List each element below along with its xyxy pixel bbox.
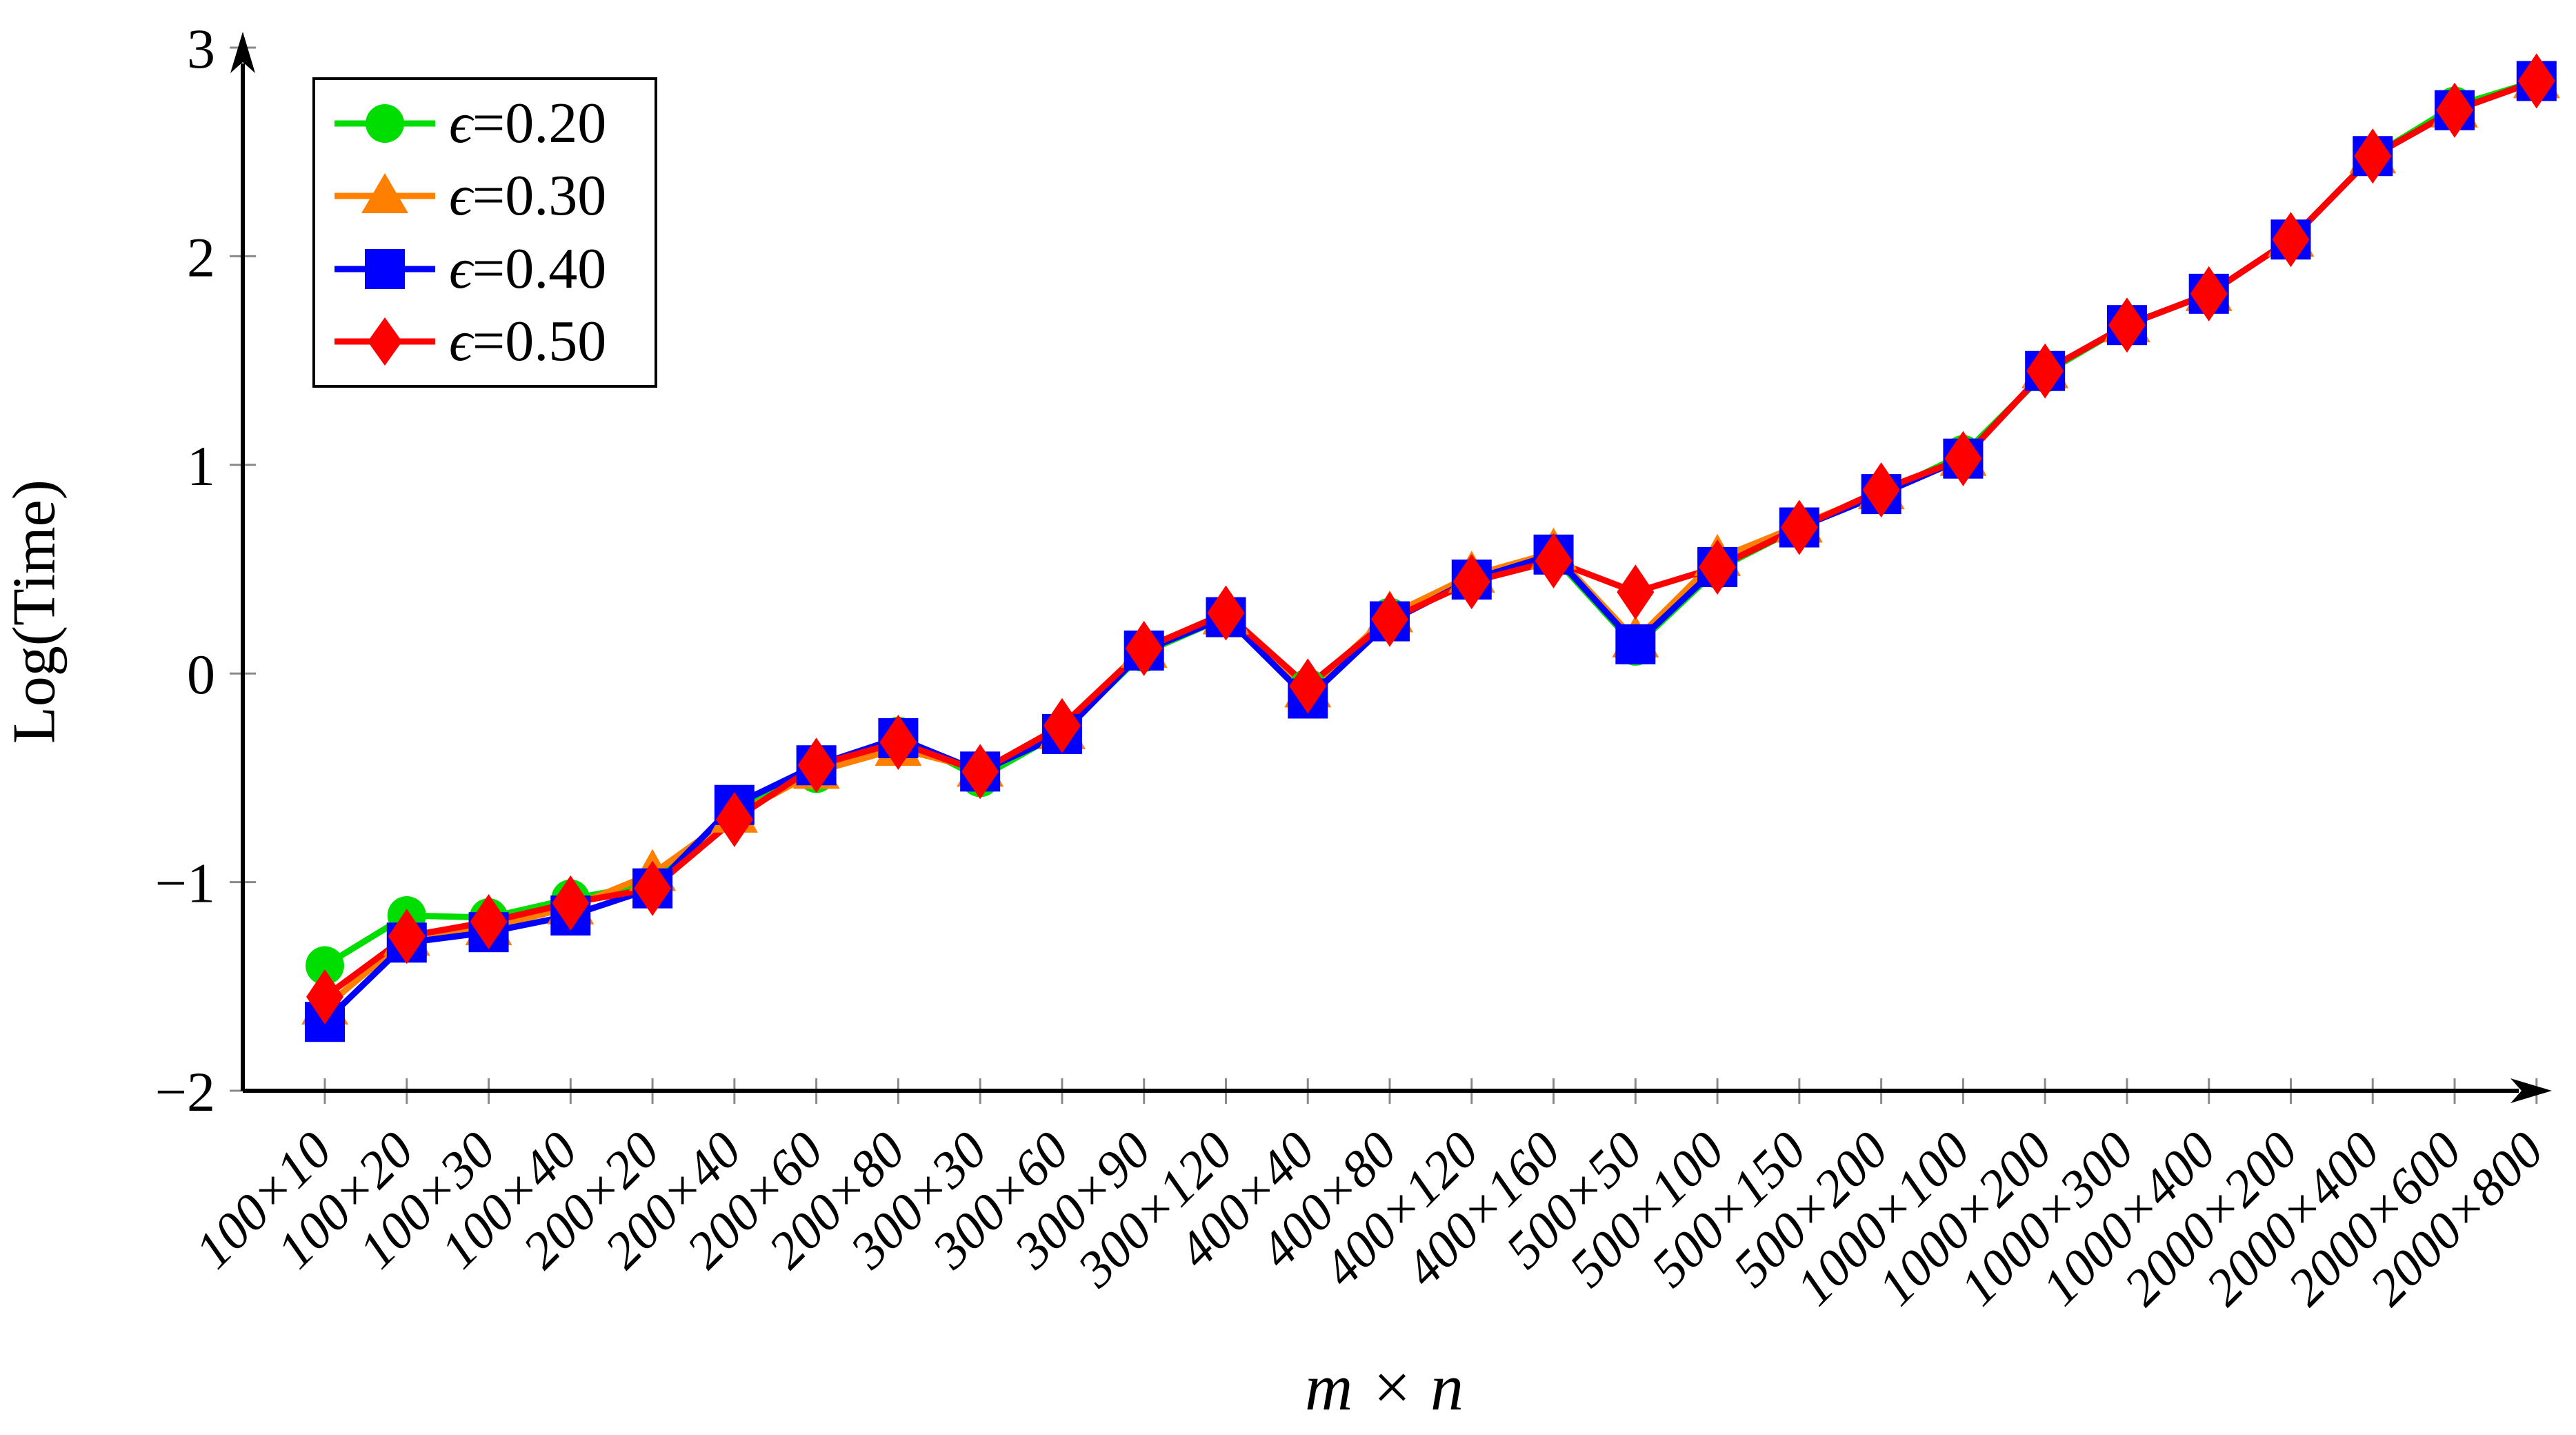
series-epsilon-0.50-marker-diamond [2436, 82, 2474, 138]
x-axis-title: m × n [1304, 1350, 1464, 1424]
legend-label: ϵ=0.30 [449, 164, 607, 228]
series-epsilon-0.50-marker-diamond [2108, 297, 2146, 353]
series-epsilon-0.50-marker-diamond [2517, 53, 2555, 109]
legend-label: ϵ=0.40 [449, 236, 607, 301]
series-epsilon-0.50-marker-diamond [1699, 539, 1737, 595]
legend-entry-epsilon-0.50: ϵ=0.50 [333, 308, 655, 375]
legend-label: ϵ=0.50 [449, 308, 607, 373]
legend-entry-epsilon-0.40: ϵ=0.40 [333, 236, 655, 302]
x-axis-arrow-icon [2510, 1078, 2552, 1103]
legend-entry-epsilon-0.20: ϵ=0.20 [333, 90, 655, 157]
legend-sample-square [335, 248, 435, 289]
legend-marker-triangle-icon [333, 172, 437, 220]
legend-sample-circle [335, 104, 435, 144]
series-epsilon-0.40-marker-square [1615, 624, 1656, 664]
series-epsilon-0.50-marker-diamond [715, 791, 753, 847]
series-epsilon-0.50-marker-diamond [1207, 585, 1245, 641]
y-tick-label: 3 [187, 17, 215, 80]
series-epsilon-0.50-marker-diamond [388, 909, 426, 964]
series-epsilon-0.50-marker-diamond [1043, 697, 1081, 753]
legend-marker-circle-icon [333, 99, 437, 148]
y-tick-label: 2 [187, 226, 215, 288]
y-tick-label: 0 [187, 643, 215, 706]
y-tick-label: −1 [155, 852, 215, 915]
series-epsilon-0.50-marker-diamond [1289, 658, 1327, 714]
series-epsilon-0.50-marker-diamond [1944, 430, 1982, 486]
series-epsilon-0.50-marker-diamond [797, 738, 835, 793]
series-epsilon-0.50-marker-diamond [2272, 212, 2310, 268]
series-epsilon-0.50-marker-diamond [1617, 564, 1655, 620]
series-epsilon-0.50-marker-diamond [1371, 591, 1409, 647]
legend-marker-square-icon [333, 245, 437, 293]
series-epsilon-0.50-marker-diamond [1535, 533, 1572, 588]
series-epsilon-0.50-marker-diamond [634, 860, 672, 916]
legend: ϵ=0.20 ϵ=0.30 ϵ=0.40 ϵ=0.50 [312, 77, 657, 388]
series-epsilon-0.50-marker-diamond [2354, 128, 2392, 184]
series-epsilon-0.50-marker-diamond [552, 875, 590, 931]
series-epsilon-0.50-marker-diamond [306, 969, 343, 1025]
series-epsilon-0.50-marker-diamond [961, 744, 999, 800]
series-epsilon-0.20-marker-circle [306, 946, 344, 985]
series-epsilon-0.50-marker-diamond [2190, 266, 2228, 321]
legend-sample-triangle [335, 173, 435, 214]
legend-label: ϵ=0.20 [449, 91, 607, 156]
series-epsilon-0.50-marker-diamond [1862, 462, 1900, 518]
legend-entry-epsilon-0.30: ϵ=0.30 [333, 163, 655, 229]
series-epsilon-0.50-marker-diamond [470, 894, 508, 950]
series-epsilon-0.50-marker-diamond [1452, 554, 1490, 610]
legend-sample-diamond [335, 317, 435, 366]
legend-marker-diamond-icon [333, 317, 437, 366]
series-epsilon-0.50-marker-diamond [1125, 620, 1163, 676]
series-epsilon-0.50-marker-diamond [1780, 499, 1818, 555]
series-epsilon-0.50-marker-diamond [2026, 343, 2064, 399]
series-epsilon-0.50-marker-diamond [879, 714, 917, 770]
y-tick-label: −2 [155, 1060, 215, 1123]
series-epsilon-0.50-line [323, 78, 2538, 1000]
y-axis-arrow-icon [230, 32, 255, 73]
y-tick-label: 1 [187, 435, 215, 497]
y-axis-title: Log(Time) [1, 479, 68, 744]
